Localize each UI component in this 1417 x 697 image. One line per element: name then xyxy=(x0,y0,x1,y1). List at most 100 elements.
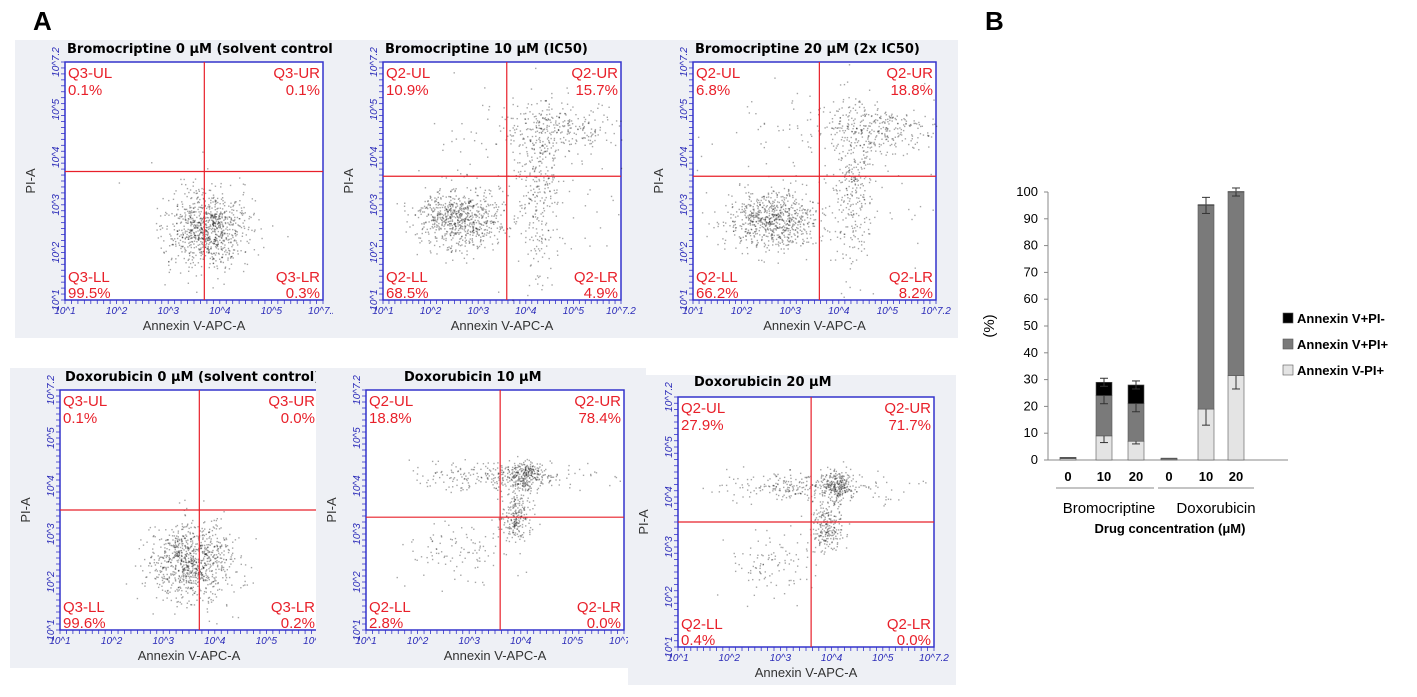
event-dot xyxy=(776,227,778,229)
event-dot xyxy=(763,196,766,198)
event-dot xyxy=(568,132,570,135)
event-dot xyxy=(450,179,453,181)
event-dot xyxy=(913,120,915,122)
event-dot xyxy=(785,224,787,226)
event-dot xyxy=(885,127,887,129)
event-dot xyxy=(486,229,489,231)
event-dot xyxy=(548,182,551,185)
event-dot xyxy=(209,563,211,566)
event-dot xyxy=(550,147,553,149)
event-dot xyxy=(253,230,256,233)
event-dot xyxy=(808,221,810,224)
event-dot xyxy=(467,218,469,221)
event-dot xyxy=(900,119,903,121)
event-dot xyxy=(509,134,512,136)
event-dot xyxy=(168,556,170,559)
event-dot xyxy=(772,223,774,225)
event-dot xyxy=(207,556,210,558)
event-dot xyxy=(172,539,174,541)
event-dot xyxy=(856,201,859,204)
event-dot xyxy=(190,572,192,574)
event-dot xyxy=(476,215,479,217)
event-dot xyxy=(232,219,234,222)
event-dot xyxy=(553,189,556,192)
event-dot xyxy=(165,250,167,253)
event-dot xyxy=(846,127,849,130)
event-dot xyxy=(188,191,190,194)
event-dot xyxy=(180,559,182,562)
event-dot xyxy=(546,128,548,130)
event-dot xyxy=(543,118,546,120)
event-dot xyxy=(180,577,182,579)
event-dot xyxy=(772,215,775,217)
event-dot xyxy=(544,143,546,146)
event-dot xyxy=(471,239,473,242)
event-dot xyxy=(763,261,765,263)
event-dot xyxy=(236,250,239,252)
event-dot xyxy=(919,132,922,135)
event-dot xyxy=(865,125,867,127)
event-dot xyxy=(527,128,529,130)
event-dot xyxy=(786,211,789,213)
event-dot xyxy=(773,223,776,225)
event-dot xyxy=(442,204,445,206)
event-dot xyxy=(212,217,215,219)
event-dot xyxy=(890,143,893,146)
event-dot xyxy=(483,221,485,223)
event-dot xyxy=(458,197,460,200)
event-dot xyxy=(542,145,544,147)
event-dot xyxy=(779,237,781,240)
event-dot xyxy=(184,214,187,216)
event-dot xyxy=(472,221,475,223)
event-dot xyxy=(449,205,452,207)
event-dot xyxy=(928,146,930,148)
event-dot xyxy=(464,197,466,199)
event-dot xyxy=(449,213,452,216)
event-dot xyxy=(219,554,221,556)
event-dot xyxy=(458,232,460,234)
event-dot xyxy=(776,196,778,198)
event-dot xyxy=(534,176,536,178)
event-dot xyxy=(847,152,849,155)
event-dot xyxy=(472,221,474,223)
event-dot xyxy=(836,250,839,253)
event-dot xyxy=(226,216,228,219)
event-dot xyxy=(175,222,178,225)
event-dot xyxy=(494,212,497,215)
event-dot xyxy=(824,214,827,217)
event-dot xyxy=(448,246,450,248)
event-dot xyxy=(442,221,444,223)
event-dot xyxy=(222,226,224,228)
event-dot xyxy=(187,236,190,239)
event-dot xyxy=(482,235,484,237)
event-dot xyxy=(878,132,880,134)
event-dot xyxy=(767,193,770,196)
event-dot xyxy=(826,174,828,176)
event-dot xyxy=(190,587,193,590)
event-dot xyxy=(875,150,877,152)
event-dot xyxy=(739,183,741,185)
event-dot xyxy=(766,212,768,214)
event-dot xyxy=(752,220,755,223)
event-dot xyxy=(214,533,217,536)
event-dot xyxy=(822,111,825,113)
event-dot xyxy=(750,204,752,207)
event-dot xyxy=(740,239,743,242)
event-dot xyxy=(192,207,195,209)
event-dot xyxy=(221,232,223,234)
flow-plot-3: Bromocriptine 20 μM (2x IC50) 10^1 10^1 10… xyxy=(643,40,958,338)
event-dot xyxy=(190,228,193,231)
event-dot xyxy=(563,142,565,145)
event-dot xyxy=(496,227,499,229)
event-dot xyxy=(587,122,590,124)
event-dot xyxy=(196,227,198,229)
event-dot xyxy=(777,262,779,264)
event-dot xyxy=(187,581,190,584)
event-dot xyxy=(179,579,182,581)
event-dot xyxy=(749,222,751,224)
event-dot xyxy=(878,125,880,128)
event-dot xyxy=(783,225,785,227)
event-dot xyxy=(462,208,464,210)
event-dot xyxy=(223,283,225,285)
event-dot xyxy=(850,211,852,214)
